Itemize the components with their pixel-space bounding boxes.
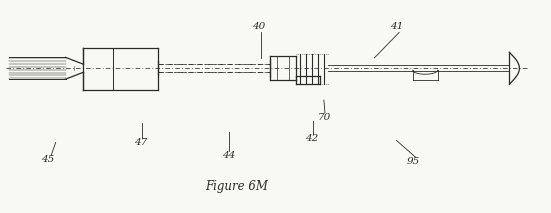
Text: 41: 41 <box>390 22 403 31</box>
Text: 95: 95 <box>406 157 419 166</box>
Text: 44: 44 <box>222 151 235 160</box>
Text: Figure 6M: Figure 6M <box>206 180 268 193</box>
Text: 42: 42 <box>305 134 318 143</box>
Text: 45: 45 <box>41 155 54 164</box>
Text: 70: 70 <box>317 113 331 122</box>
Text: 40: 40 <box>252 22 266 31</box>
Text: 47: 47 <box>134 138 148 147</box>
